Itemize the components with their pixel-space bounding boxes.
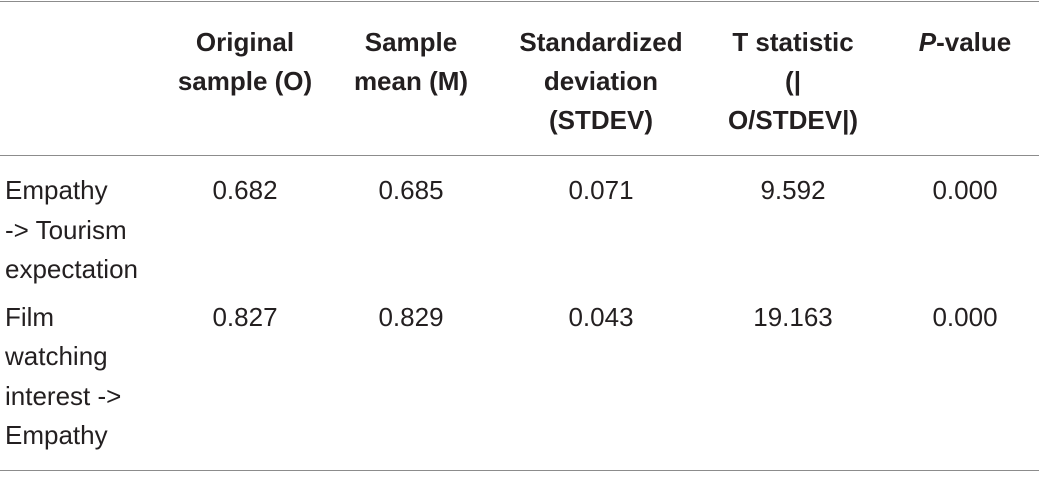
rule xyxy=(0,155,1039,156)
row-label: expectation xyxy=(5,254,138,284)
row-label: interest -> xyxy=(5,380,122,411)
rule xyxy=(0,1,1039,2)
column-header: sample (O) xyxy=(177,66,313,96)
row-label: watching xyxy=(5,341,108,371)
row-label: -> Tourism xyxy=(5,214,127,245)
column-header: mean (M) xyxy=(353,66,469,96)
cell: 0.685 xyxy=(378,175,444,205)
column-header: (| xyxy=(785,66,801,96)
cell: 0.829 xyxy=(378,301,444,332)
header-italic: P xyxy=(918,27,937,57)
column-header: Standardized xyxy=(519,27,683,57)
cell: 0.043 xyxy=(568,301,634,332)
column-header: P-value xyxy=(919,22,1012,62)
cell: 9.592 xyxy=(760,175,826,205)
cell: 19.163 xyxy=(753,301,833,332)
cell: 0.000 xyxy=(932,301,998,332)
column-header: Original xyxy=(195,27,295,57)
column-header: Sample xyxy=(364,27,458,57)
cell: 0.827 xyxy=(212,301,278,332)
column-header: T statistic xyxy=(732,27,854,57)
row-label: Empathy xyxy=(5,175,108,205)
header-text: -value xyxy=(936,27,1012,57)
column-header: O/STDEV|) xyxy=(727,105,859,135)
column-header: (STDEV) xyxy=(549,105,653,135)
cell: 0.682 xyxy=(212,175,278,205)
row-label: Empathy xyxy=(5,420,108,450)
row-label: Film xyxy=(5,301,55,332)
cell: 0.071 xyxy=(568,175,634,205)
column-header: deviation xyxy=(543,66,659,96)
rule xyxy=(0,470,1039,471)
cell: 0.000 xyxy=(932,175,998,205)
